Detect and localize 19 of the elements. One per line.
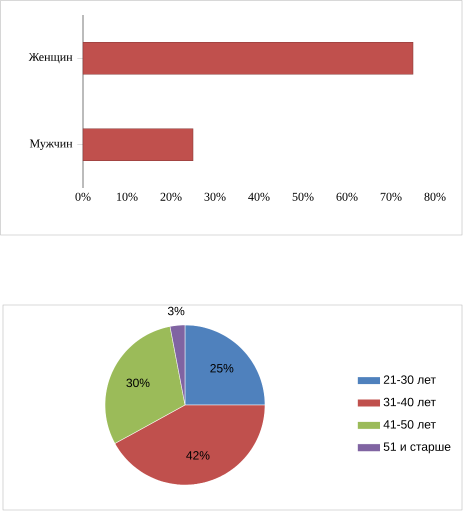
x-tick-label: 20% xyxy=(160,192,182,201)
x-tick-label: 40% xyxy=(248,192,270,201)
x-tick-label: 70% xyxy=(380,192,402,201)
data-label: 42% xyxy=(186,451,210,460)
y-tick-label: Женщин xyxy=(28,53,72,64)
legend-label: 41-50 лет xyxy=(384,420,436,429)
legend-label: 51 и старше xyxy=(384,442,450,454)
x-tick-label: 30% xyxy=(204,192,226,201)
x-tick-label: 50% xyxy=(292,192,314,201)
legend-label: 31-40 лет xyxy=(384,398,436,406)
data-label: 25% xyxy=(210,364,234,372)
y-tick-label: Мужчин xyxy=(30,140,72,150)
data-label: 3% xyxy=(168,306,184,316)
x-tick-label: 10% xyxy=(117,192,138,201)
data-label: 30% xyxy=(126,378,150,388)
x-tick-label: 80% xyxy=(424,192,446,201)
x-tick-label: 60% xyxy=(336,192,358,201)
legend-label: 21-30 лет xyxy=(384,375,436,384)
x-tick-label: 0% xyxy=(75,192,91,201)
